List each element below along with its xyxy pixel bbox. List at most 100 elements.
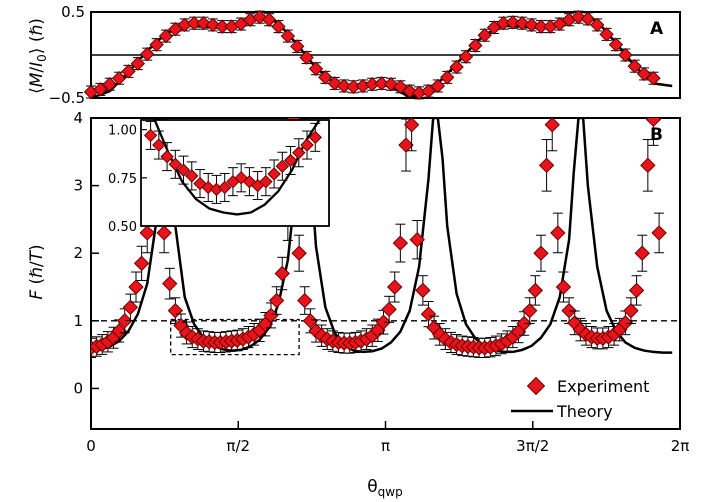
panel-a-letter: A <box>650 19 664 39</box>
panel-b-experiment-point <box>111 323 127 339</box>
panel-a-experiment-point <box>599 27 614 42</box>
inset-experiment-point <box>176 163 191 177</box>
panel-b-experiment-point <box>162 275 178 292</box>
panel-b-experiment-point <box>156 225 172 241</box>
inset: 1.00 0.75 0.50 <box>108 119 330 235</box>
panel-a-experiment-point <box>130 56 146 71</box>
panel-b-ytick-label: 4 <box>73 109 83 127</box>
panel-b-experiment-point <box>640 157 656 174</box>
inset-frame <box>140 119 330 227</box>
panel-b-experiment-point <box>527 282 544 299</box>
panel-a-experiment-point <box>374 76 389 91</box>
panel-b-experiment-point <box>550 225 566 241</box>
legend-marker-experiment <box>526 376 546 396</box>
panel-a-experiment-point <box>449 59 464 75</box>
panel-b-experiment-point <box>415 282 431 299</box>
panel-b-theory-line <box>91 118 673 354</box>
panel-b-experiment-point <box>538 157 555 174</box>
inset-experiment-point <box>308 130 322 145</box>
panel-a-experiment-point <box>196 15 211 31</box>
panel-b-ticks: 0 1 2 3 4 0 π/2 π 3π/2 2π <box>73 109 689 455</box>
panel-b-experiment-point <box>634 245 650 261</box>
panel-b-experiment-point <box>128 279 144 295</box>
panel-a-plot <box>83 9 680 101</box>
panel-a-ytick-label: −0.5 <box>49 89 85 107</box>
inset-experiment-point <box>300 138 314 152</box>
panel-a-experiment-point <box>271 19 286 34</box>
panel-a-experiment-point <box>318 70 333 85</box>
inset-experiment-point <box>267 167 281 181</box>
legend-label-theory: Theory <box>556 402 613 421</box>
panel-a-experiment-point <box>571 9 586 25</box>
inset-experiment-point <box>259 174 273 189</box>
panel-a-experiment-point <box>458 49 474 64</box>
panel-b-xtick-label: 0 <box>86 437 96 455</box>
panel-a-experiment-point <box>421 83 436 99</box>
panel-a-ytick-label: 0.5 <box>61 3 85 21</box>
panel-b-ylabel: F (ℏ/T) <box>27 244 47 299</box>
panel-b-xtick-label: π/2 <box>226 437 250 455</box>
panel-a-experiment-point <box>515 15 530 31</box>
panel-a-experiment-point <box>158 28 174 44</box>
panel-a-experiment-point <box>524 17 539 33</box>
inset-ytick-label: 0.75 <box>108 172 137 187</box>
inset-plot <box>143 120 322 216</box>
panel-b-ytick-label: 2 <box>73 244 83 262</box>
panel-a-experiment-point <box>308 61 324 76</box>
panel-a-experiment-point <box>440 70 455 85</box>
panel-b-experiment-point <box>274 265 290 282</box>
panel-a-experiment-point <box>477 28 492 43</box>
panel-b-experiment-point <box>617 315 634 331</box>
inset-ytick-label: 0.50 <box>108 220 137 235</box>
panel-b-experiment-point <box>533 245 549 261</box>
panel-a-experiment-point <box>533 19 549 34</box>
panel-b-experiment-point <box>651 225 667 241</box>
panel-b-experiment-point <box>645 118 662 128</box>
inset-experiment-point <box>160 149 174 164</box>
panel-b-experiment-point <box>409 231 425 248</box>
panel-a-experiment-point <box>215 19 230 34</box>
panel-b-experiment-point <box>263 307 279 324</box>
panel-a-experiment-point <box>261 12 277 27</box>
panel-a-experiment-point <box>468 38 483 53</box>
panel-b-experiment-point <box>117 313 133 329</box>
panel-b-xtick-label: 2π <box>671 437 690 455</box>
legend: Experiment Theory <box>511 376 649 421</box>
panel-b-experiment-point <box>516 315 532 332</box>
panel-a-experiment-point <box>93 82 108 97</box>
panel-a-experiment-point <box>140 46 155 62</box>
panel-a-experiment-point <box>627 58 642 74</box>
inset-theory-line <box>153 120 321 216</box>
panel-b-experiment-point <box>297 292 313 309</box>
panel-b-experiment-point <box>420 306 437 322</box>
panel-a-ticks: 0.5 −0.5 <box>49 3 99 107</box>
panel-a-experiment-point <box>149 37 164 52</box>
panel-b-experiment-point <box>268 292 285 309</box>
inset-experiment-point <box>168 157 183 172</box>
legend-experiment: Experiment <box>526 376 649 396</box>
panel-b-experiment-point <box>561 302 577 319</box>
inset-ytick-label: 1.00 <box>108 124 137 139</box>
panel-a-ylabel: ⟨M/I0⟩ (ℏ) <box>27 18 49 94</box>
legend-theory: Theory <box>511 402 613 421</box>
panel-b-experiment-point <box>392 235 409 251</box>
panel-b-experiment-point <box>139 225 155 241</box>
inset-experiment-point <box>185 169 199 183</box>
panel-b-experiment-point <box>302 313 319 329</box>
panel-a-experiment-point <box>102 77 117 92</box>
inset-experiment-point <box>283 153 298 168</box>
panel-b-xtick-label: 3π/2 <box>516 437 549 455</box>
panel-a-experiment-point <box>186 15 202 31</box>
panel-a-experiment-point <box>290 39 305 54</box>
panel-b-experiment-point <box>403 118 420 133</box>
panel-b-experiment-point <box>133 255 150 272</box>
panel-a-experiment-point <box>280 28 296 44</box>
panel-b-experiment-point <box>122 299 139 316</box>
panel-a-experiment-point <box>336 78 352 94</box>
panel-a-experiment-point <box>299 50 314 65</box>
x-axis-label: θqwp <box>367 477 402 499</box>
panel-a-experiment-point <box>205 17 221 33</box>
panel-b-ytick-label: 3 <box>73 177 83 195</box>
